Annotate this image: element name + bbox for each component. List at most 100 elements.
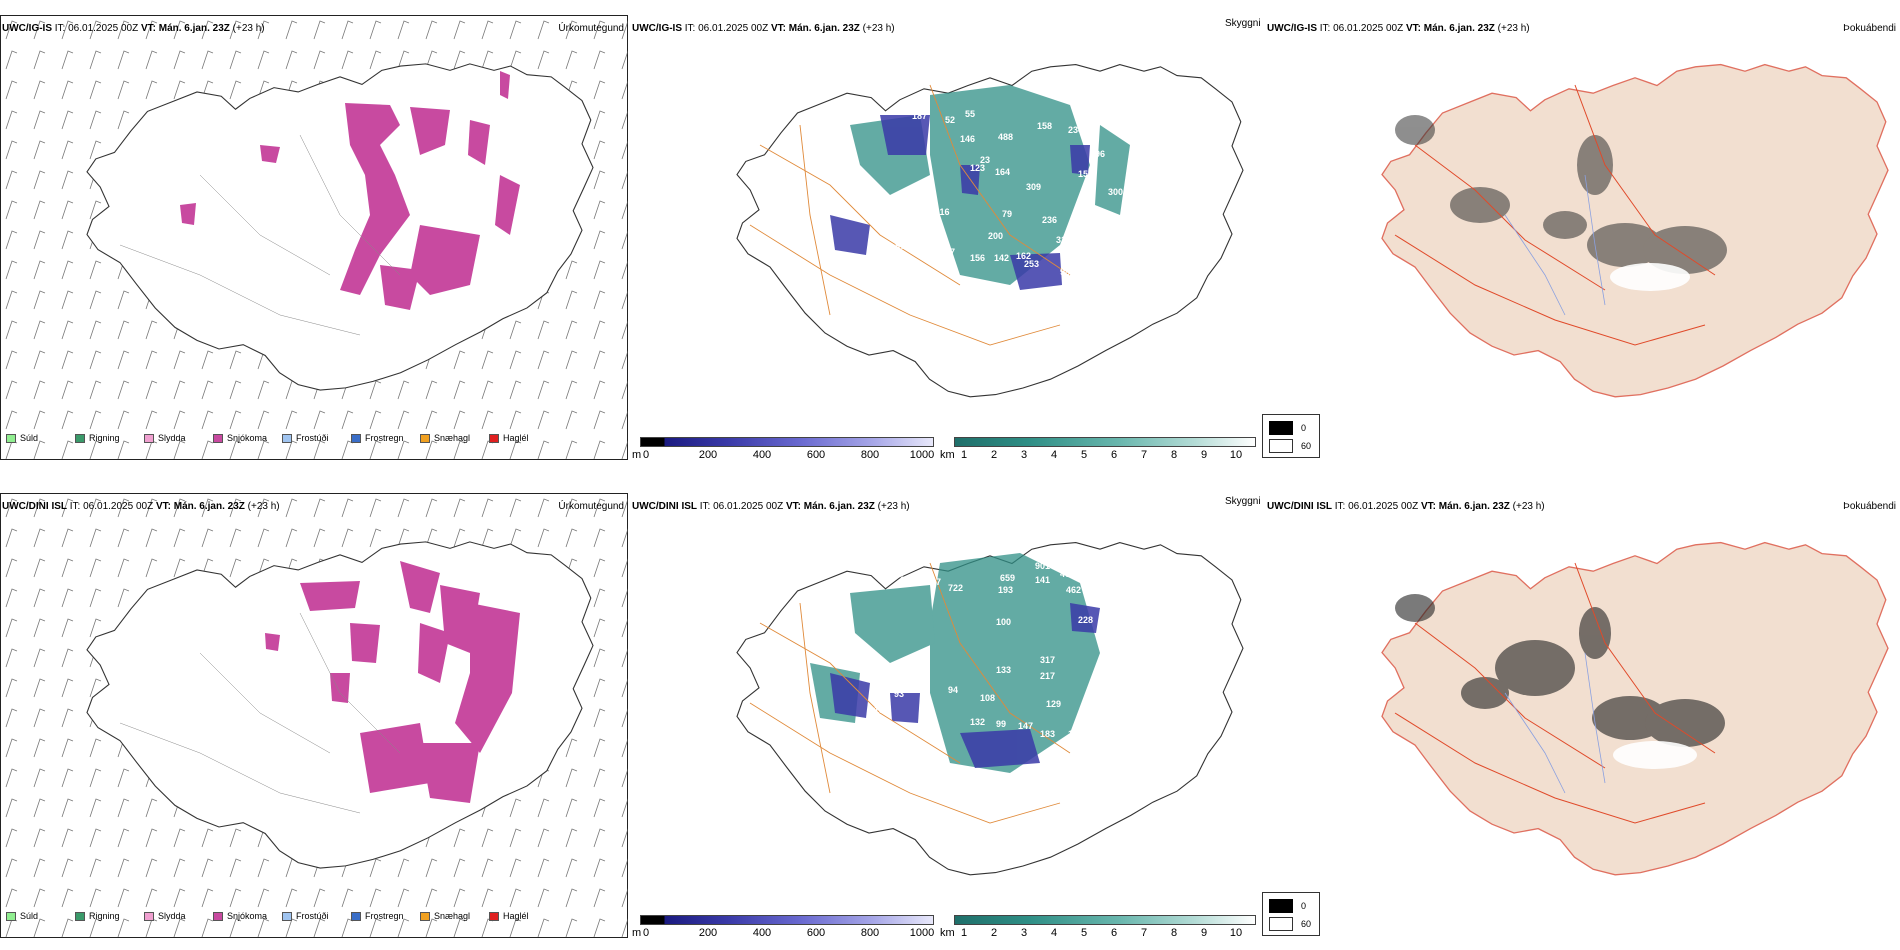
legend-swatch bbox=[489, 911, 499, 921]
precip-title: Úrkomutegund bbox=[558, 23, 624, 34]
max-label: 99 bbox=[996, 719, 1006, 729]
header-bottom-precip: UWC/DINI ISL IT: 06.01.2025 00Z VT: Mán.… bbox=[2, 501, 280, 512]
legend-label: Rigning bbox=[89, 911, 120, 921]
lead-time: (+23 h) bbox=[1497, 23, 1530, 34]
vt-prefix: VT: bbox=[770, 23, 786, 34]
scale-unit: km bbox=[940, 927, 955, 939]
legend-swatch bbox=[420, 433, 430, 443]
fog-swatch-black bbox=[1269, 421, 1293, 435]
roads bbox=[749, 84, 1071, 346]
fog-map-bottom bbox=[1381, 541, 1889, 876]
max-label: 147 bbox=[1018, 721, 1033, 731]
max-label: 162 bbox=[1016, 251, 1031, 261]
max-label: 164 bbox=[995, 167, 1010, 177]
scale-tick: 2 bbox=[990, 449, 998, 461]
max-label: 147 bbox=[940, 247, 955, 257]
fog-value: 0 bbox=[1301, 901, 1307, 911]
scale-tick: 2 bbox=[990, 927, 998, 939]
scale-tick: 400 bbox=[752, 449, 772, 461]
scale-tick: 200 bbox=[698, 449, 718, 461]
vt-prefix: VT: bbox=[1420, 501, 1436, 512]
scale-tick: 4 bbox=[1050, 927, 1058, 939]
lead-time: (+23 h) bbox=[1512, 501, 1545, 512]
max-label: 187 bbox=[912, 111, 927, 121]
fog-dark-areas bbox=[1395, 594, 1725, 747]
legend-item: Snæhagl bbox=[420, 433, 489, 443]
row-top: UWC/IG-IS IT: 06.01.2025 00Z VT: Mán. 6.… bbox=[0, 15, 1900, 465]
precip-legend-bottom: Súld Rigning Slydda Snjókoma Frostúði Fr… bbox=[6, 911, 558, 921]
roads bbox=[119, 612, 401, 814]
max-label: 93 bbox=[894, 689, 904, 699]
legend-item: Slydda bbox=[144, 433, 213, 443]
precip-map-top bbox=[0, 15, 628, 460]
legend-item: Frostregn bbox=[351, 433, 420, 443]
legend-label: Slydda bbox=[158, 433, 186, 443]
max-label: 146 bbox=[960, 134, 975, 144]
fog-legend-top: 0 60 bbox=[1262, 414, 1320, 458]
cloud-max-labels-bottom: 139 207 722 659 901 467 410 193 141 462 … bbox=[874, 561, 1107, 739]
max-label: 183 bbox=[1040, 729, 1055, 739]
max-label: 141 bbox=[1035, 575, 1050, 585]
legend-item: Snæhagl bbox=[420, 911, 489, 921]
max-label: 207 bbox=[926, 577, 941, 587]
legend-item: Súld bbox=[6, 433, 75, 443]
max-label: 72 bbox=[1086, 263, 1096, 273]
scale-tick: 4 bbox=[1050, 449, 1058, 461]
legend-item: Frostúði bbox=[282, 911, 351, 921]
scale-bar bbox=[640, 915, 934, 925]
legend-swatch bbox=[351, 433, 361, 443]
scale-tick: 6 bbox=[1110, 449, 1118, 461]
scale-tick: 1000 bbox=[909, 927, 935, 939]
fog-dark-areas bbox=[1395, 115, 1727, 274]
max-label: 467 bbox=[1060, 569, 1075, 579]
legend-label: Haglél bbox=[503, 911, 529, 921]
max-label: 317 bbox=[1040, 655, 1055, 665]
max-label: 15 bbox=[1078, 169, 1088, 179]
max-label: 264 bbox=[1080, 713, 1095, 723]
cloud-base-scale-top: m 0 200 400 600 800 1000 bbox=[632, 437, 935, 463]
lead-time: (+23 h) bbox=[247, 501, 280, 512]
it-value: 06.01.2025 00Z bbox=[1348, 501, 1419, 512]
scale-tick: 1000 bbox=[909, 449, 935, 461]
legend-item: Rigning bbox=[75, 911, 144, 921]
fog-map-top bbox=[1381, 63, 1889, 398]
scale-tick: 0 bbox=[642, 927, 650, 939]
precip-map-bottom bbox=[0, 493, 628, 938]
scale-tick: 9 bbox=[1200, 927, 1208, 939]
scale-tick: 9 bbox=[1200, 449, 1208, 461]
max-label: 300 bbox=[1108, 187, 1123, 197]
it-value: 06.01.2025 00Z bbox=[1333, 23, 1404, 34]
max-label: 228 bbox=[1078, 615, 1093, 625]
max-label: 193 bbox=[998, 585, 1013, 595]
legend-swatch bbox=[144, 433, 154, 443]
legend-swatch bbox=[75, 433, 85, 443]
max-label: 132 bbox=[970, 717, 985, 727]
fog-value: 0 bbox=[1301, 423, 1307, 433]
vis-title: Skyggni bbox=[1225, 18, 1261, 29]
max-label: 253 bbox=[1024, 259, 1039, 269]
vt-value: Mán. 6.jan. 23Z bbox=[158, 23, 230, 34]
rivers bbox=[1504, 652, 1606, 794]
legend-swatch bbox=[420, 911, 430, 921]
scale-tick: 10 bbox=[1229, 927, 1243, 939]
model-name: UWC/DINI ISL bbox=[2, 501, 67, 512]
legend-item: Haglél bbox=[489, 433, 558, 443]
max-label: 196 bbox=[1090, 149, 1105, 159]
scale-tick: 7 bbox=[1140, 449, 1148, 461]
max-label: 108 bbox=[980, 693, 995, 703]
visibility-scale-top: km 1 2 3 4 5 6 7 8 9 10 bbox=[940, 437, 1260, 463]
legend-label: Frostregn bbox=[365, 911, 404, 921]
precip-type-panel-top: UWC/IG-IS IT: 06.01.2025 00Z VT: Mán. 6.… bbox=[0, 15, 630, 465]
visibility-scale-bottom: km 1 2 3 4 5 6 7 8 9 10 bbox=[940, 915, 1260, 941]
it-value: 06.01.2025 00Z bbox=[68, 23, 139, 34]
max-label: 133 bbox=[996, 665, 1011, 675]
fog-title: Þokuábendi bbox=[1843, 23, 1896, 34]
scale-unit: m bbox=[632, 449, 642, 461]
legend-label: Súld bbox=[20, 911, 39, 921]
vt-value: Mán. 6.jan. 23Z bbox=[803, 501, 875, 512]
legend-label: Frostregn bbox=[365, 433, 404, 443]
model-name: UWC/DINI ISL bbox=[632, 501, 697, 512]
max-label: 317 bbox=[1056, 235, 1071, 245]
legend-swatch bbox=[213, 433, 223, 443]
fog-light-areas bbox=[1610, 263, 1690, 291]
